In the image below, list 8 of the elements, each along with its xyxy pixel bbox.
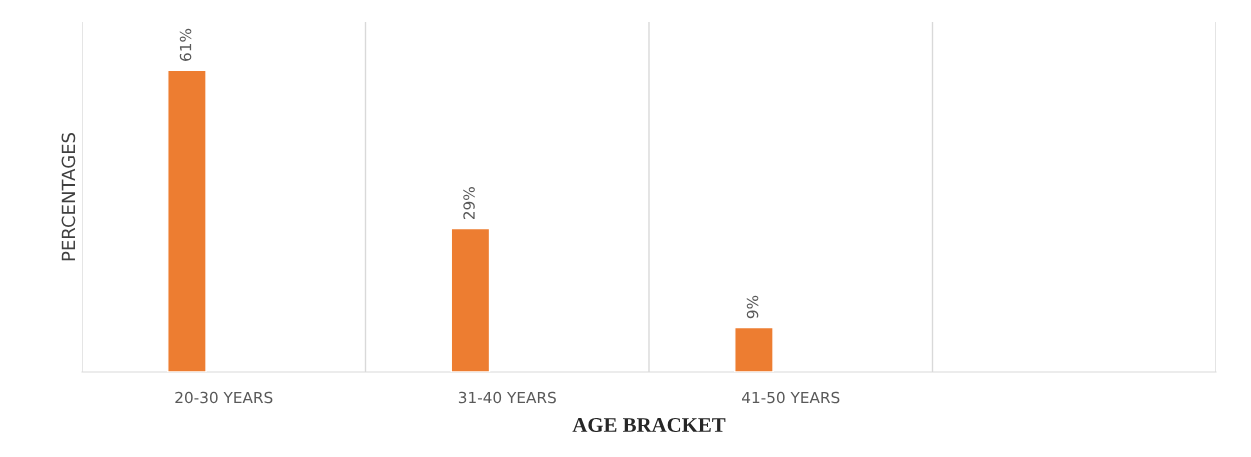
- x-axis-title: AGE BRACKET: [572, 418, 726, 432]
- y-axis-title: PERCENTAGES: [61, 133, 76, 261]
- x-tick-label: 41-50 YEARS: [742, 391, 840, 404]
- x-tick-label: 20-30 YEARS: [175, 391, 273, 404]
- data-label: 29%: [463, 187, 475, 220]
- data-label: 61%: [179, 28, 192, 61]
- x-tick-label: 31-40 YEARS: [458, 391, 556, 404]
- data-label: 9%: [746, 295, 759, 319]
